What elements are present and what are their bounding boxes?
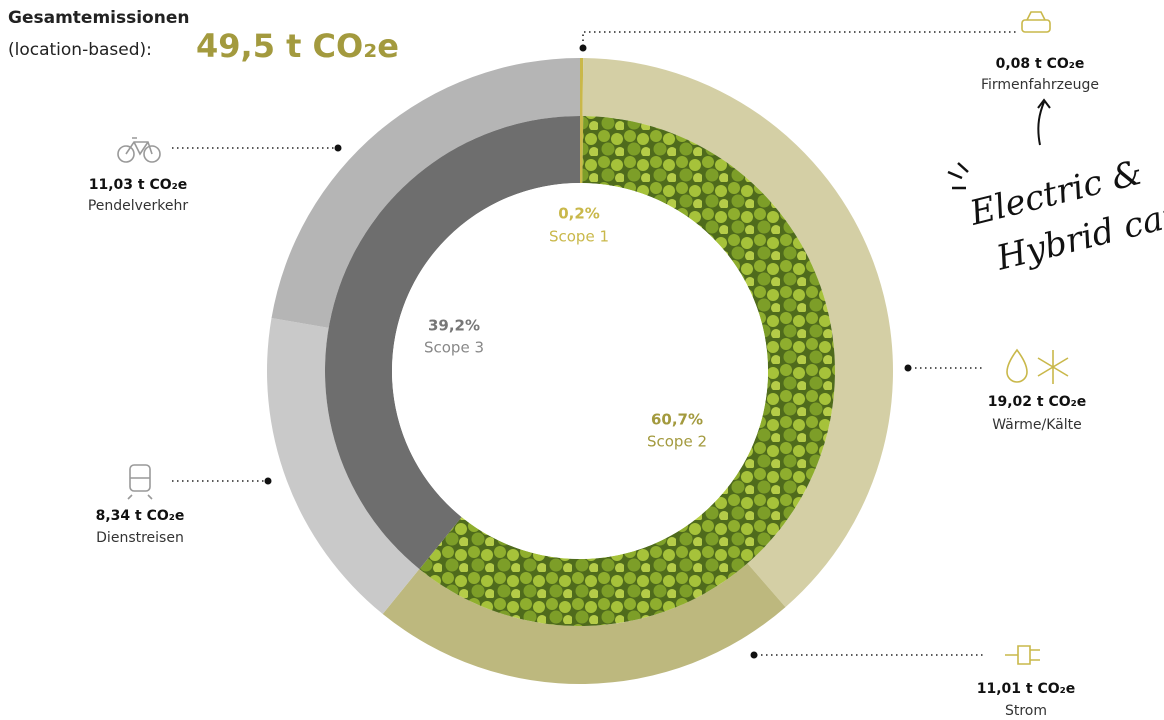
annotation: Electric & Hybrid cars bbox=[965, 152, 1164, 278]
scope-label: Scope 3 bbox=[424, 339, 484, 357]
category-label: Dienstreisen bbox=[96, 530, 184, 546]
inner-segment bbox=[580, 116, 584, 184]
category-label: Wärme/Kälte bbox=[992, 417, 1082, 433]
category-label: Strom bbox=[1005, 703, 1047, 719]
car-icon bbox=[1021, 11, 1051, 33]
inner-segment bbox=[324, 116, 580, 570]
bike-icon bbox=[117, 137, 161, 163]
inner-segment bbox=[419, 116, 835, 627]
plug-icon bbox=[1005, 645, 1040, 665]
percent-label: 60,7% bbox=[651, 411, 703, 429]
annotation-marks bbox=[947, 162, 969, 190]
total-label: 49,5 t CO₂e bbox=[196, 27, 399, 65]
percent-label: 39,2% bbox=[428, 317, 480, 335]
scope-label: Scope 2 bbox=[647, 433, 707, 451]
value-label: 11,03 t CO₂e bbox=[89, 177, 188, 193]
subtitle: (location-based): bbox=[8, 40, 152, 60]
outer-segment bbox=[267, 317, 420, 615]
outer-segment bbox=[580, 58, 584, 117]
rings bbox=[267, 58, 893, 684]
outer-segment bbox=[271, 58, 580, 328]
value-label: 8,34 t CO₂e bbox=[96, 508, 185, 524]
center-hole bbox=[392, 183, 768, 559]
percent-label: 0,2% bbox=[558, 205, 600, 223]
category-label: Pendelverkehr bbox=[88, 198, 189, 214]
chart-title: Gesamtemissionen bbox=[8, 8, 189, 28]
train-icon bbox=[127, 464, 153, 500]
category-label: Firmenfahrzeuge bbox=[981, 77, 1099, 93]
outer-segment bbox=[582, 58, 893, 608]
value-label: 19,02 t CO₂e bbox=[988, 394, 1087, 410]
value-label: 0,08 t CO₂e bbox=[996, 56, 1085, 72]
heat-icon bbox=[1006, 348, 1069, 384]
scope-label: Scope 1 bbox=[549, 228, 609, 246]
annotation-arrow bbox=[1037, 98, 1051, 146]
leader-lines bbox=[172, 31, 1018, 659]
value-label: 11,01 t CO₂e bbox=[977, 681, 1076, 697]
outer-segment bbox=[382, 563, 786, 684]
